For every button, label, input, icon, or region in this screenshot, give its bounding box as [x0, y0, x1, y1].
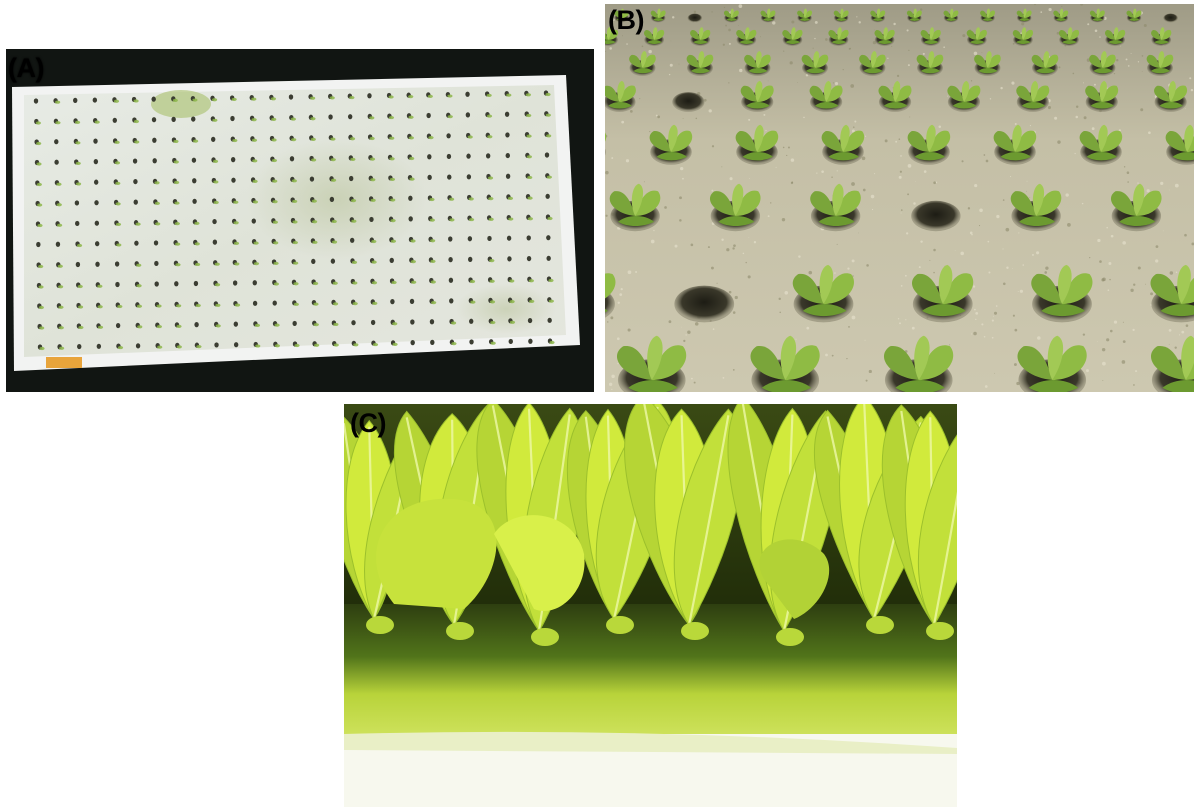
tray-cell-holes [33, 90, 555, 351]
tray-label-sticker [46, 357, 82, 368]
panel-a-image [6, 49, 594, 392]
panel-b-image [605, 4, 1194, 392]
foam-block [344, 604, 957, 754]
panel-label-a: (A) [8, 53, 44, 83]
panel-label-b: (B) [608, 5, 644, 35]
panel-c-image [344, 404, 957, 807]
seedling-tray-photo [6, 49, 594, 392]
lettuce-leaves [344, 404, 957, 646]
lettuce-seedlings-side-view-photo [344, 404, 957, 807]
foam-cell-holes [605, 8, 1194, 392]
lettuce-seedlings-closeup-photo [605, 4, 1194, 392]
panel-label-c: (C) [350, 408, 386, 438]
